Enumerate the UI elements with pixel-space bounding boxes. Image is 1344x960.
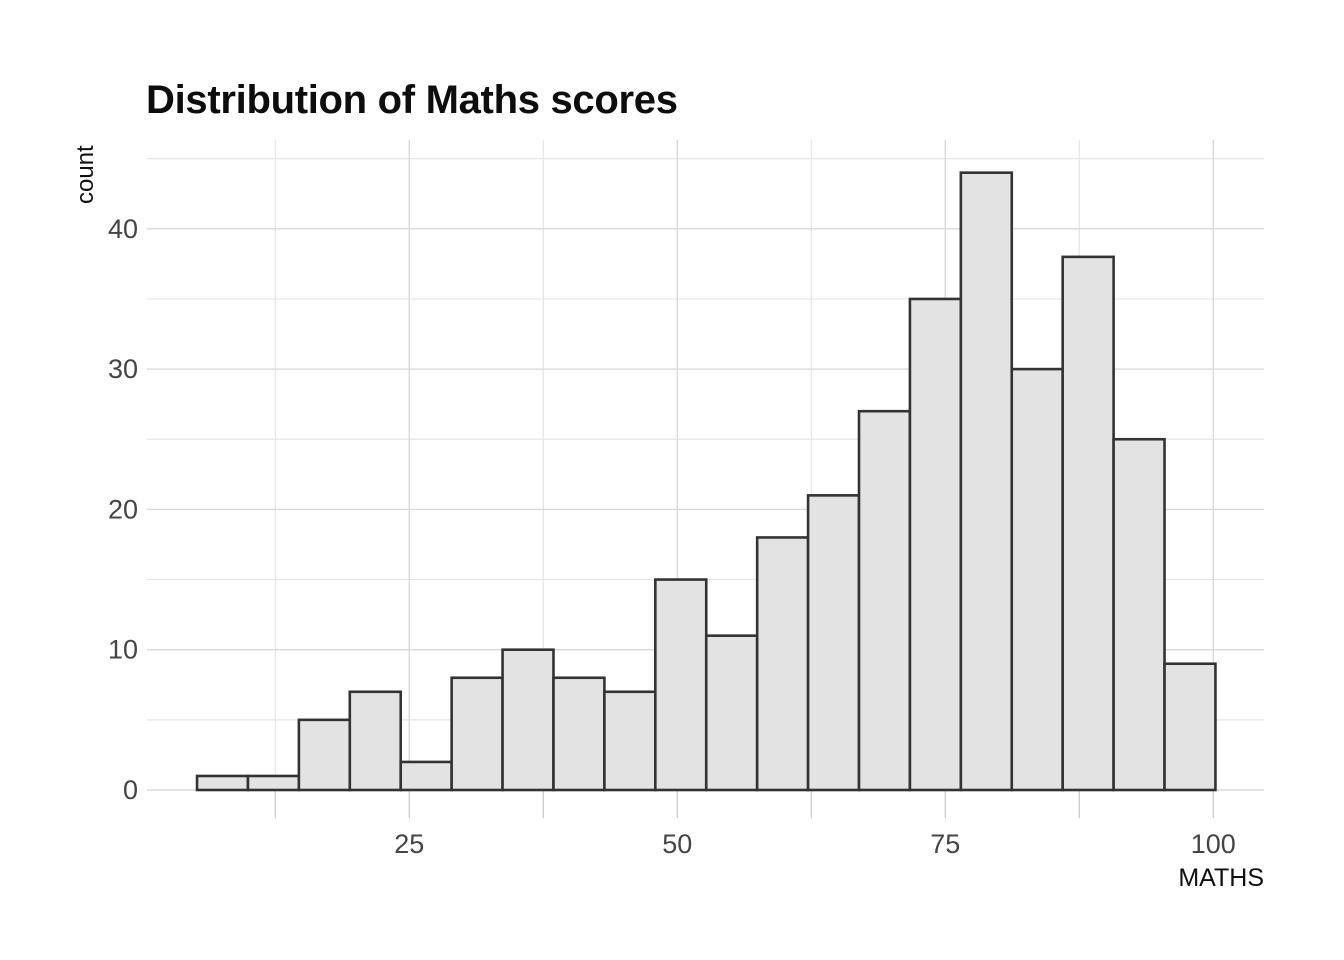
histogram-bar [501,648,555,792]
histogram-bar [755,536,810,792]
y-tick-label: 0 [123,775,138,805]
histogram-bar [1010,367,1064,792]
histogram-bar [908,297,963,792]
histogram-bar [806,494,861,792]
chart-title: Distribution of Maths scores [146,78,678,122]
y-tick-label: 10 [108,635,138,665]
x-tick-label: 100 [1191,829,1236,859]
y-tick-label: 30 [108,354,138,384]
histogram-bar [246,774,301,792]
histogram-bar [1163,662,1217,792]
histogram-bar [297,718,352,792]
x-axis-title: MATHS [1178,864,1264,892]
histogram-bar [552,676,606,792]
x-tick-label: 75 [930,829,960,859]
histogram-bar [399,760,453,792]
histogram-bar [195,774,250,792]
histogram-bar [654,578,708,792]
y-tick-label: 40 [108,214,138,244]
histogram-bar [857,409,912,792]
x-tick-label: 25 [394,829,424,859]
histogram-bar [603,690,657,792]
histogram-bar [1061,255,1115,792]
x-tick-label: 50 [662,829,692,859]
histogram-bar [704,634,759,792]
histogram-bar [1112,437,1166,792]
y-tick-label: 20 [108,494,138,524]
histogram-bar [959,171,1014,792]
histogram-bar [348,690,403,792]
histogram-bar [450,676,504,792]
